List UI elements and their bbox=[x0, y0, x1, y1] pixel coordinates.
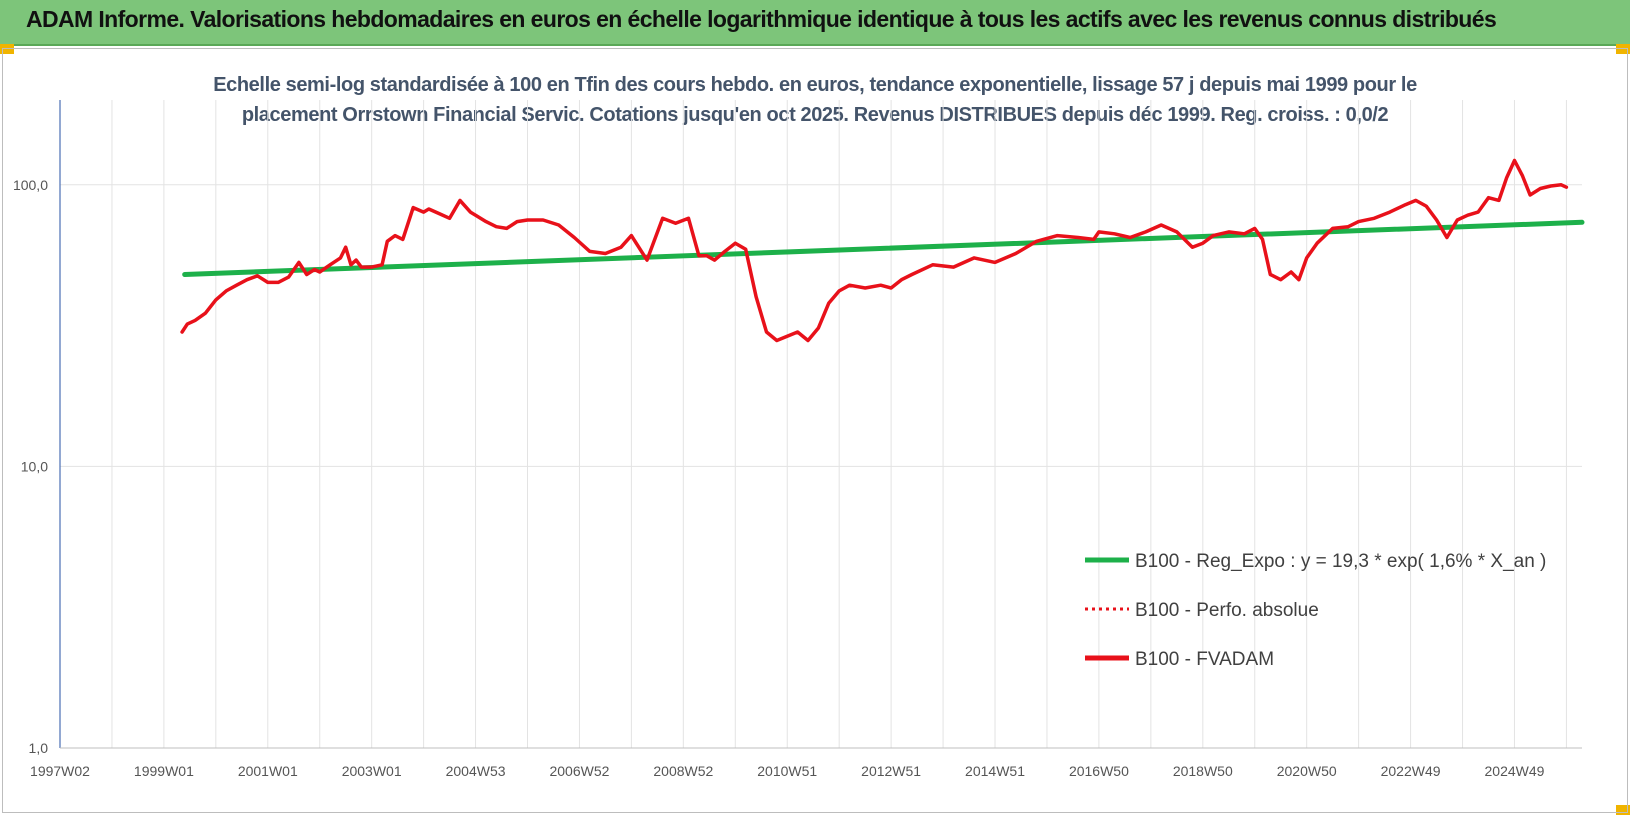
corner-marker bbox=[1616, 805, 1630, 815]
corner-marker bbox=[1616, 44, 1630, 54]
grid-vertical bbox=[111, 100, 1567, 748]
legend-label: B100 - Reg_Expo : y = 19,3 * exp( 1,6% *… bbox=[1135, 551, 1546, 572]
y-tick-label: 10,0 bbox=[21, 458, 48, 474]
series-layer bbox=[180, 158, 1585, 343]
x-tick-label: 2016W50 bbox=[1069, 763, 1129, 779]
y-axis-ticks: 1,0 10,0 100,0 bbox=[13, 177, 48, 756]
x-tick-label: 2003W01 bbox=[342, 763, 402, 779]
x-tick-label: 2018W50 bbox=[1173, 763, 1233, 779]
y-tick-label: 1,0 bbox=[29, 740, 49, 756]
x-tick-label: 2020W50 bbox=[1277, 763, 1337, 779]
legend-label: B100 - FVADAM bbox=[1135, 649, 1274, 670]
grid-horizontal bbox=[60, 184, 1582, 467]
x-axis-ticks: 1997W02 1999W01 2001W01 2003W01 2004W53 2006W… bbox=[30, 763, 1545, 779]
x-tick-label: 2024W49 bbox=[1485, 763, 1545, 779]
x-tick-label: 2001W01 bbox=[238, 763, 298, 779]
x-tick-label: 2010W51 bbox=[757, 763, 817, 779]
legend-label: B100 - Perfo. absolue bbox=[1135, 600, 1319, 621]
x-tick-label: 2004W53 bbox=[446, 763, 506, 779]
x-tick-label: 2022W49 bbox=[1381, 763, 1441, 779]
y-tick-label: 100,0 bbox=[13, 177, 48, 193]
chart-legend: B100 - Reg_Expo : y = 19,3 * exp( 1,6% *… bbox=[1085, 551, 1546, 670]
x-tick-label: 2012W51 bbox=[861, 763, 921, 779]
series-line-2 bbox=[180, 158, 1569, 343]
x-tick-label: 2014W51 bbox=[965, 763, 1025, 779]
x-tick-label: 1999W01 bbox=[134, 763, 194, 779]
chart-subtitle-line-1: Echelle semi-log standardisée à 100 en T… bbox=[213, 74, 1417, 96]
title-banner: ADAM Informe. Valorisations hebdomadaire… bbox=[0, 0, 1630, 46]
corner-marker bbox=[0, 44, 14, 54]
chart-subtitle-line-2: placement Orrstown Financial Servic. Cot… bbox=[241, 104, 1389, 126]
x-tick-label: 2008W52 bbox=[653, 763, 713, 779]
series-line-0 bbox=[182, 219, 1585, 277]
x-tick-label: 1997W02 bbox=[30, 763, 90, 779]
chart-frame bbox=[2, 48, 1628, 813]
x-tick-label: 2006W52 bbox=[549, 763, 609, 779]
chart-subtitle: Echelle semi-log standardisée à 100 en T… bbox=[180, 70, 1450, 130]
banner-title: ADAM Informe. Valorisations hebdomadaire… bbox=[26, 6, 1497, 32]
